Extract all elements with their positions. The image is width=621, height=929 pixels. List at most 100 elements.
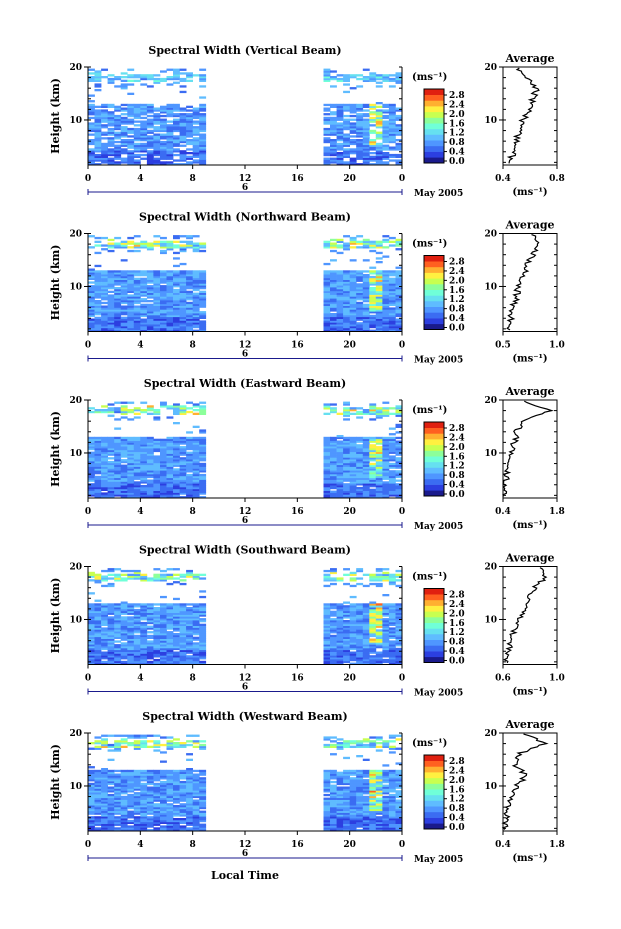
heatmap-cell bbox=[382, 451, 390, 454]
heatmap-cell bbox=[375, 634, 383, 638]
heatmap-cell bbox=[356, 107, 364, 110]
heatmap-cell bbox=[388, 618, 396, 621]
heatmap-cell bbox=[323, 608, 331, 612]
heatmap-cell bbox=[192, 275, 200, 279]
heatmap-cell bbox=[127, 607, 135, 610]
heatmap-cell bbox=[101, 647, 108, 651]
heatmap-cell bbox=[153, 490, 161, 493]
heatmap-cell bbox=[160, 240, 167, 243]
heatmap-cell bbox=[330, 314, 337, 318]
colorbar-tick-label: 0.0 bbox=[449, 490, 465, 500]
heatmap-cell bbox=[192, 314, 200, 318]
heatmap-cell bbox=[186, 655, 193, 658]
heatmap-cell bbox=[192, 631, 200, 634]
heatmap-cell bbox=[349, 109, 357, 112]
heatmap-cell bbox=[120, 246, 128, 249]
heatmap-cell bbox=[114, 152, 122, 155]
heatmap-cell bbox=[179, 657, 187, 660]
heatmap-cell bbox=[88, 782, 95, 786]
heatmap-cell bbox=[140, 799, 148, 802]
heatmap-cell bbox=[120, 621, 128, 625]
heatmap-cell bbox=[140, 784, 148, 787]
heatmap-cell bbox=[362, 634, 370, 638]
heatmap-cell bbox=[395, 479, 403, 482]
heatmap-cell bbox=[94, 468, 102, 471]
heatmap-cell bbox=[133, 784, 141, 787]
heatmap-cell bbox=[362, 640, 370, 643]
heatmap-cell bbox=[133, 825, 141, 828]
heatmap-cell bbox=[133, 734, 141, 737]
heatmap-cell bbox=[369, 325, 377, 329]
colorbar-swatch bbox=[424, 157, 444, 164]
heatmap-cell bbox=[153, 438, 161, 441]
heatmap-cell bbox=[166, 644, 174, 647]
heatmap-cell bbox=[146, 490, 154, 493]
heatmap-cell bbox=[369, 139, 377, 142]
heatmap-cell bbox=[160, 153, 167, 157]
heatmap-cell bbox=[343, 472, 350, 475]
heatmap-cell bbox=[330, 242, 337, 245]
colorbar-swatch bbox=[424, 467, 444, 474]
heatmap-cell bbox=[107, 111, 115, 114]
heatmap-cell bbox=[323, 605, 331, 608]
heatmap-cell bbox=[356, 303, 364, 306]
heatmap-cell bbox=[120, 287, 128, 290]
heatmap-cell bbox=[330, 150, 337, 153]
heatmap-cell bbox=[114, 818, 122, 821]
heatmap-cell bbox=[369, 459, 377, 462]
heatmap-cell bbox=[362, 137, 370, 140]
heatmap-cell bbox=[336, 316, 344, 319]
heatmap-cell bbox=[120, 782, 128, 786]
heatmap-cell bbox=[114, 314, 122, 318]
heatmap-cell bbox=[133, 114, 141, 118]
heatmap-cell bbox=[101, 159, 108, 162]
heatmap-cell bbox=[88, 827, 95, 830]
heatmap-cell bbox=[375, 644, 383, 647]
heatmap-cell bbox=[114, 275, 122, 279]
heatmap-cell bbox=[94, 236, 102, 240]
heatmap-cell bbox=[107, 790, 115, 793]
heatmap-cell bbox=[395, 627, 403, 630]
heatmap-cell bbox=[166, 311, 174, 314]
heatmap-cell bbox=[336, 116, 344, 120]
heatmap-cell bbox=[199, 294, 207, 297]
heatmap-cell bbox=[199, 285, 207, 288]
heatmap-cell bbox=[153, 577, 161, 580]
heatmap-cell bbox=[101, 322, 108, 325]
heatmap-cell bbox=[186, 72, 193, 75]
heatmap-cell bbox=[173, 285, 180, 288]
heatmap-cell bbox=[120, 139, 128, 142]
heatmap-cell bbox=[127, 657, 135, 660]
heatmap-cell bbox=[160, 296, 167, 299]
heatmap-cell bbox=[153, 649, 161, 652]
heatmap-cell bbox=[146, 140, 154, 144]
heatmap-cell bbox=[153, 161, 161, 164]
heatmap-cell bbox=[369, 616, 377, 619]
heatmap-cell bbox=[107, 238, 115, 242]
heatmap-cell bbox=[323, 620, 331, 623]
heatmap-cell bbox=[199, 142, 207, 146]
heatmap-cell bbox=[160, 163, 167, 166]
heatmap-cell bbox=[120, 657, 128, 660]
heatmap-cell bbox=[179, 90, 187, 94]
heatmap-cell bbox=[356, 568, 364, 571]
heatmap-cell bbox=[186, 431, 193, 434]
heatmap-cells bbox=[88, 401, 403, 499]
heatmap-cell bbox=[94, 745, 102, 748]
heatmap-cell bbox=[133, 325, 141, 329]
heatmap-cell bbox=[395, 146, 403, 149]
heatmap-cell bbox=[382, 488, 390, 491]
heatmap-cell bbox=[336, 577, 344, 580]
heatmap-cell bbox=[140, 793, 148, 797]
heatmap-cell bbox=[330, 657, 337, 660]
heatmap-cell bbox=[336, 285, 344, 288]
heatmap-cell bbox=[382, 281, 390, 284]
heatmap-cell bbox=[133, 618, 141, 621]
heatmap-cell bbox=[127, 575, 135, 578]
heatmap-cell bbox=[166, 272, 174, 275]
heatmap-cell bbox=[343, 457, 350, 460]
heatmap-cell bbox=[140, 490, 148, 493]
heatmap-cell bbox=[146, 274, 154, 277]
heatmap-cell bbox=[395, 470, 403, 473]
heatmap-cell bbox=[120, 412, 128, 415]
